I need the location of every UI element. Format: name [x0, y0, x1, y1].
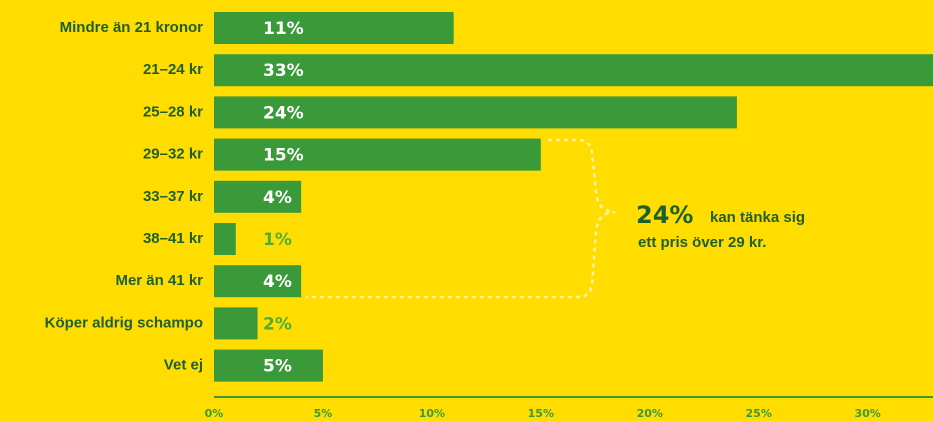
x-tick-label: 5% — [314, 407, 333, 420]
category-label: 38–41 kr — [143, 230, 203, 247]
bar — [214, 265, 302, 298]
value-label: 5% — [263, 357, 292, 377]
category-label: 21–24 kr — [143, 61, 203, 78]
category-label: 25–28 kr — [143, 103, 203, 120]
value-label: 1% — [263, 230, 292, 250]
category-label: Mer än 41 kr — [115, 272, 203, 289]
value-label: 33% — [263, 61, 304, 81]
x-tick-label: 25% — [746, 407, 772, 420]
bar — [214, 138, 541, 171]
value-label: 4% — [263, 272, 292, 292]
bar — [214, 180, 302, 213]
category-label: Mindre än 21 kronor — [60, 19, 204, 36]
bar — [214, 12, 454, 44]
x-tick-label: 0% — [205, 407, 224, 420]
value-label: 11% — [263, 19, 304, 39]
value-label: 4% — [263, 188, 292, 208]
value-label: 24% — [263, 103, 304, 123]
bar — [214, 307, 258, 340]
bracket — [306, 138, 616, 299]
annotation-line: kan tänka sig — [710, 209, 805, 226]
annotation-line: ett pris över 29 kr. — [638, 234, 766, 251]
bar — [214, 349, 323, 382]
value-label: 15% — [263, 146, 304, 166]
x-tick-label: 20% — [637, 407, 663, 420]
category-label: Köper aldrig schampo — [45, 314, 203, 331]
bar — [214, 96, 737, 129]
bar — [214, 54, 933, 87]
category-label: 33–37 kr — [143, 188, 203, 205]
category-label: 29–32 kr — [143, 146, 203, 163]
x-tick-label: 30% — [854, 407, 880, 420]
bar — [214, 223, 236, 255]
x-tick-label: 15% — [528, 407, 554, 420]
value-label: 2% — [263, 314, 292, 334]
x-tick-label: 10% — [419, 407, 445, 420]
category-label: Vet ej — [164, 357, 203, 374]
annotation-value: 24% — [636, 201, 693, 229]
